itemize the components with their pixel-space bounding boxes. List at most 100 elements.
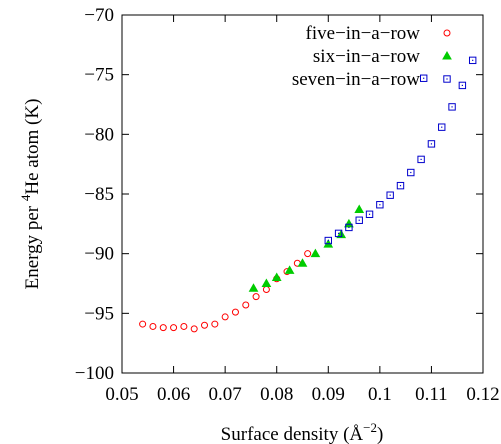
- square-outline: [407, 168, 415, 177]
- data-point: [438, 123, 446, 131]
- legend-label: six−in−a−row: [313, 46, 420, 67]
- data-point: [231, 308, 239, 316]
- series-3: [324, 56, 477, 245]
- data-point: [139, 320, 147, 328]
- series-1: [139, 250, 312, 333]
- x-tick-label: 0.12: [466, 384, 499, 405]
- data-point: [211, 320, 219, 328]
- data-point: [149, 322, 157, 330]
- square-outline: [324, 236, 332, 245]
- data-point: [248, 283, 259, 292]
- legend-marker: [442, 50, 452, 60]
- x-tick-label: 0.05: [105, 384, 138, 405]
- square-dot: [430, 143, 433, 145]
- x-tick-label: 0.1: [368, 384, 392, 405]
- data-points: [139, 56, 477, 333]
- legend-marker: [443, 75, 451, 83]
- y-tick-label: −90: [84, 244, 114, 265]
- square-dot: [379, 204, 381, 206]
- data-point: [252, 293, 260, 301]
- data-point: [334, 229, 343, 238]
- data-point: [284, 265, 295, 274]
- square-dot: [423, 77, 425, 79]
- data-point: [448, 103, 456, 111]
- square-dot: [327, 239, 329, 242]
- square-outline: [345, 223, 353, 232]
- square-dot: [399, 185, 402, 187]
- y-tick-label: −95: [84, 303, 114, 324]
- data-point: [396, 181, 405, 190]
- data-point: [159, 324, 167, 332]
- y-axis-title: Energy per 4He atom (K): [18, 99, 43, 290]
- y-tick-label: −70: [84, 5, 114, 26]
- data-point: [304, 250, 312, 258]
- data-point: [297, 258, 308, 267]
- square-outline: [448, 103, 456, 111]
- square-dot: [348, 226, 350, 229]
- square-outline: [419, 74, 428, 82]
- data-point: [419, 74, 428, 82]
- y-tick-label: −100: [75, 363, 114, 384]
- data-point: [324, 236, 332, 245]
- data-point: [170, 324, 178, 332]
- data-point: [407, 168, 415, 177]
- data-point: [386, 191, 394, 199]
- data-point: [271, 272, 282, 282]
- data-point: [221, 313, 229, 321]
- data-point: [180, 322, 188, 330]
- x-tick-label: 0.06: [157, 384, 190, 405]
- square-outline: [458, 81, 467, 90]
- data-point: [336, 229, 347, 239]
- square-dot: [451, 106, 453, 108]
- x-tick-label: 0.09: [312, 384, 345, 405]
- square-outline: [427, 140, 436, 148]
- data-point: [376, 201, 384, 209]
- y-tick-label: −85: [84, 184, 114, 205]
- data-point: [417, 155, 425, 164]
- data-point: [468, 56, 477, 65]
- x-tick-labels: 0.05 0.06 0.07 0.08 0.09 0.1 0.11 0.12: [105, 384, 499, 405]
- data-point: [201, 321, 209, 329]
- square-dot: [472, 59, 474, 61]
- data-point: [262, 285, 270, 293]
- square-outline: [376, 201, 384, 209]
- square-dot: [358, 219, 360, 221]
- data-point: [345, 223, 353, 232]
- square-outline: [438, 123, 446, 131]
- y-tick-labels: −100 −95 −90 −85 −80 −75 −70: [75, 5, 114, 384]
- square-dot: [389, 194, 391, 196]
- y-tick-label: −80: [84, 124, 114, 145]
- square-dot: [338, 232, 340, 234]
- square-outline: [334, 229, 343, 238]
- data-point: [242, 301, 250, 309]
- y-tick-label: −75: [84, 65, 114, 86]
- square-dot: [441, 126, 443, 128]
- x-tick-label: 0.08: [260, 384, 293, 405]
- x-tick-label: 0.11: [415, 384, 448, 405]
- square-dot: [410, 171, 412, 174]
- data-point: [261, 278, 272, 287]
- square-outline: [443, 75, 451, 83]
- data-point: [310, 248, 321, 258]
- square-dot: [420, 158, 422, 160]
- x-tick-label: 0.07: [209, 384, 242, 405]
- data-point: [354, 204, 365, 214]
- legend-label: seven−in−a−row: [292, 69, 420, 90]
- data-point: [458, 81, 467, 90]
- data-point: [365, 210, 374, 218]
- square-outline: [396, 181, 405, 190]
- square-outline: [386, 191, 394, 199]
- square-dot: [368, 213, 371, 215]
- square-dot: [461, 84, 463, 87]
- square-outline: [365, 210, 374, 218]
- data-point: [190, 325, 198, 333]
- data-point: [355, 216, 363, 224]
- axis-ticks: [121, 14, 484, 374]
- square-outline: [468, 56, 477, 65]
- square-dot: [446, 78, 448, 80]
- data-point: [427, 140, 436, 148]
- x-axis-title: Surface density (Å−2): [221, 420, 384, 444]
- legend-label: five−in−a−row: [306, 23, 421, 44]
